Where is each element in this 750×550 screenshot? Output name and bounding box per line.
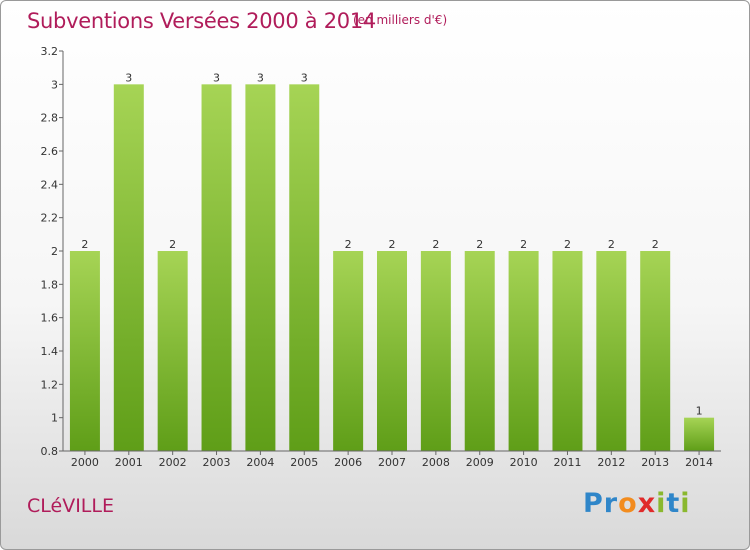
logo-letter: i	[656, 488, 667, 519]
axes-group: 2000 2001 2002 2003 2004 2005 2006 2007 2008 2009…	[41, 45, 721, 469]
bar	[508, 251, 539, 451]
bar-value-label: 2	[476, 238, 483, 251]
y-tick-label: 1.4	[41, 345, 59, 358]
y-tick-label: 1.8	[41, 278, 59, 291]
x-tick-label: 2013	[641, 456, 669, 469]
x-tick-label: 2007	[378, 456, 406, 469]
bar	[420, 251, 451, 451]
bar	[201, 84, 232, 451]
x-tick-label: 2012	[597, 456, 625, 469]
chart-title: Subventions Versées 2000 à 2014	[27, 9, 376, 33]
bar-value-label: 3	[301, 71, 308, 84]
bar	[289, 84, 320, 451]
bar	[113, 84, 144, 451]
y-tick-label: 2	[51, 245, 58, 258]
x-tick-label: 2003	[203, 456, 231, 469]
bar	[69, 251, 100, 451]
logo-letter: t	[666, 488, 681, 519]
y-tick-label: 2.6	[41, 145, 59, 158]
bar-value-label: 3	[125, 71, 132, 84]
x-tick-label: 2000	[71, 456, 99, 469]
y-tick-label: 2.4	[41, 178, 59, 191]
bar	[464, 251, 495, 451]
x-tick-label: 2011	[553, 456, 581, 469]
y-tick-label: 0.8	[41, 445, 59, 458]
bar	[245, 84, 276, 451]
bar	[377, 251, 407, 451]
logo-letter: P	[583, 488, 604, 519]
bar-value-label: 3	[257, 71, 264, 84]
y-tick-label: 2.2	[41, 212, 59, 225]
bar	[684, 417, 715, 451]
y-tick-label: 3	[51, 78, 58, 91]
logo-letter: r	[603, 488, 619, 519]
x-tick-label: 2004	[246, 456, 274, 469]
chart-subtitle: (en milliers d'€)	[353, 13, 448, 27]
x-tick-label: 2006	[334, 456, 362, 469]
proxiti-logo[interactable]: Proxiti	[583, 488, 691, 519]
x-tick-label: 2008	[422, 456, 450, 469]
bar	[333, 251, 364, 451]
bar-value-label: 2	[169, 238, 176, 251]
y-tick-label: 2.8	[41, 112, 59, 125]
y-tick-label: 3.2	[41, 45, 59, 58]
logo-letter: x	[637, 488, 657, 519]
bar-value-label: 2	[389, 238, 396, 251]
y-tick-label: 1.6	[41, 312, 59, 325]
bar-value-label: 2	[520, 238, 527, 251]
bar-value-label: 1	[696, 405, 703, 418]
x-tick-label: 2009	[466, 456, 494, 469]
x-tick-label: 2010	[510, 456, 538, 469]
y-tick-label: 1.2	[41, 378, 59, 391]
x-tick-label: 2002	[159, 456, 187, 469]
bar-value-label: 2	[608, 238, 615, 251]
x-tick-label: 2014	[685, 456, 713, 469]
bar-value-label: 3	[213, 71, 220, 84]
x-tick-label: 2001	[115, 456, 143, 469]
bar-value-label: 2	[652, 238, 659, 251]
bar-value-label: 2	[345, 238, 352, 251]
y-tick-label: 1	[51, 412, 58, 425]
bar	[640, 251, 671, 451]
bar	[157, 251, 188, 451]
bar-value-label: 2	[432, 238, 439, 251]
town-name: CLéVILLE	[27, 495, 114, 517]
bars-group: 2 3 2 3 3 3 2 2 2 2 2 2 2 2 1	[69, 71, 715, 451]
logo-letter: o	[618, 488, 638, 519]
logo-letter: i	[680, 488, 691, 519]
x-tick-label: 2005	[290, 456, 318, 469]
bar	[596, 251, 627, 451]
bar-value-label: 2	[81, 238, 88, 251]
bar-value-label: 2	[564, 238, 571, 251]
bar	[552, 251, 583, 451]
